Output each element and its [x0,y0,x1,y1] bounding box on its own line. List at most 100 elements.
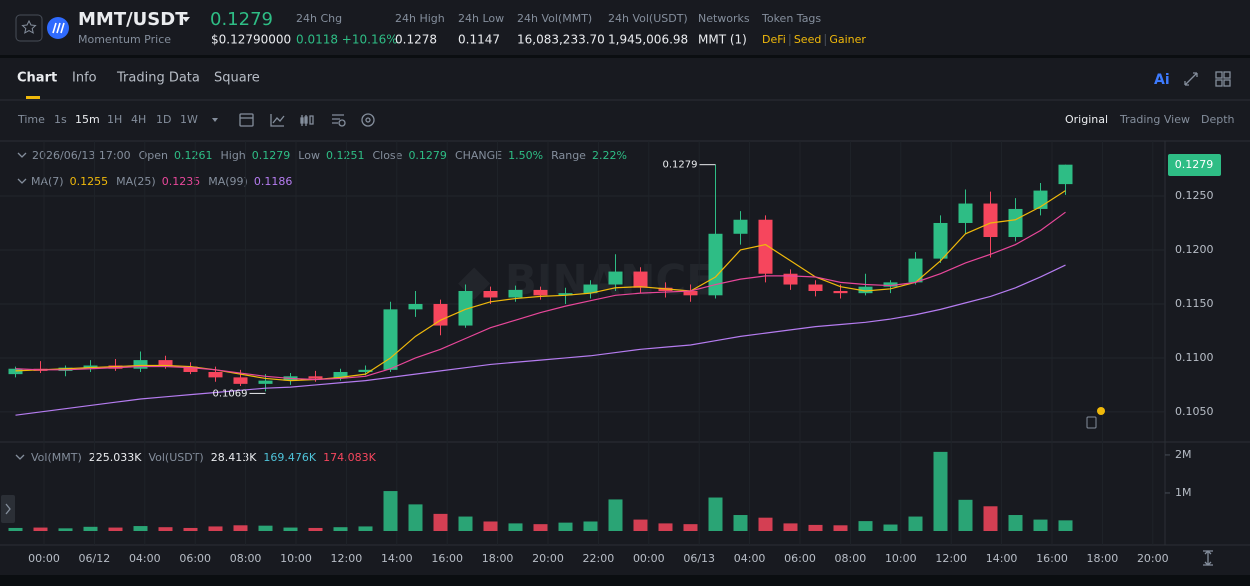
candle-body [433,303,448,326]
collapse-icon[interactable] [17,178,27,184]
x-tick-label: 18:00 [1087,552,1119,565]
tab[interactable]: Chart [17,71,57,86]
volume-bar [858,521,873,531]
legend-item: Low [298,149,320,162]
view-option[interactable]: Depth [1201,113,1235,126]
legend-item: 0.1261 [174,149,213,162]
alert-dot[interactable] [1097,407,1105,415]
candle-body [1058,164,1073,185]
interval[interactable]: 1W [180,113,198,126]
volume-bar [783,523,798,531]
stat-value: 0.1278 [395,33,437,47]
x-tick-label: 16:00 [1036,552,1068,565]
legend-item: 2.22% [592,149,627,162]
volume-bar [433,513,448,531]
candle-body [158,360,173,367]
pair-name[interactable]: MMT/USDT [78,9,188,30]
pair-subtitle[interactable]: Momentum Price [78,33,171,46]
candle-body [683,291,698,296]
candle-body [758,219,773,274]
interval[interactable]: 1s [54,113,67,126]
volume-bar [733,515,748,531]
stat-label: 24h Chg [296,12,342,25]
legend-item: 0.1279 [408,149,447,162]
interval[interactable]: 15m [75,113,100,126]
candle-body [783,273,798,285]
tab[interactable]: Trading Data [116,71,200,86]
stat-label: 24h Vol(MMT) [517,12,592,25]
volume-legend: Vol(MMT) 225.033K Vol(USDT) 28.413K 169.476K… [31,451,377,464]
volume-bar [258,525,273,531]
x-tick-label: 12:00 [935,552,967,565]
tab[interactable]: Square [214,71,260,86]
y-tick-label: 0.1200 [1175,243,1214,256]
fullscreen-icon[interactable] [1184,72,1198,86]
y-tick-label: 0.1150 [1175,297,1214,310]
legend-item: Open [139,149,168,162]
price-tag: 0.1279 [1175,158,1214,171]
layout-icon[interactable] [1215,71,1231,87]
volume-bar [358,526,373,531]
x-tick-label: 14:00 [986,552,1018,565]
candle-body [333,371,348,379]
volume-bar [1058,520,1073,531]
stat-label: 24h Vol(USDT) [608,12,688,25]
tags-label: Token Tags [761,12,821,25]
interval[interactable]: 4H [131,113,146,126]
x-tick-label: 06/12 [79,552,111,565]
toolbar-icons[interactable] [239,113,375,127]
x-tick-label: 16:00 [431,552,463,565]
legend-item: 225.033K [89,451,142,464]
candle-body [983,203,998,238]
candle-body [458,291,473,326]
legend-item: MA(25) [116,175,156,188]
volume-bar [108,527,123,531]
volume-bar [8,527,23,531]
stat-value[interactable]: MMT (1) [698,33,747,47]
x-tick-label: 22:00 [583,552,615,565]
x-tick-label: 06/13 [683,552,715,565]
scale-toggle[interactable] [1203,550,1213,566]
token-tag[interactable]: Seed [794,33,822,46]
collapse-icon[interactable] [15,454,25,460]
legend-item: MA(7) [31,175,64,188]
note-icon[interactable] [1086,416,1097,429]
x-tick-label: 14:00 [381,552,413,565]
volume-bar [183,527,198,531]
x-tick-label: 06:00 [179,552,211,565]
dropdown-arrow [182,17,190,22]
legend-item: 0.1255 [70,175,109,188]
volume-bar [483,521,498,531]
volume-bar [158,527,173,531]
interval: Time [17,113,45,126]
volume-bar [33,527,48,531]
view-option[interactable]: Original [1065,113,1108,126]
x-tick-label: 04:00 [129,552,161,565]
view-option[interactable]: Trading View [1119,113,1190,126]
token-tag[interactable]: DeFi [762,33,786,46]
stat-label: 24h High [395,12,445,25]
candle-body [533,289,548,296]
volume-bar [958,499,973,531]
legend-item: 2026/06/13 17:00 [32,149,131,162]
legend-item: Vol(USDT) [148,451,203,464]
volume-bar [658,523,673,531]
candle-body [908,258,923,283]
x-tick-label: 08:00 [230,552,262,565]
low-label: 0.1069 [213,388,248,399]
volume-bar [83,526,98,531]
x-tick-label: 00:00 [28,552,60,565]
favorite-button[interactable] [15,14,43,42]
y-tick-label: 0.1100 [1175,351,1214,364]
interval[interactable]: 1D [156,113,171,126]
token-tag[interactable]: Gainer [829,33,866,46]
candle-body [408,303,423,310]
collapse-icon[interactable] [17,152,27,158]
interval[interactable]: 1H [107,113,122,126]
side-handle[interactable] [1,495,15,523]
tab[interactable]: Info [72,71,97,86]
y-tick-label: 0.1050 [1175,405,1214,418]
legend-item: Vol(MMT) [31,451,82,464]
ai-button[interactable]: Ai [1154,72,1170,88]
volume-bar [508,523,523,531]
